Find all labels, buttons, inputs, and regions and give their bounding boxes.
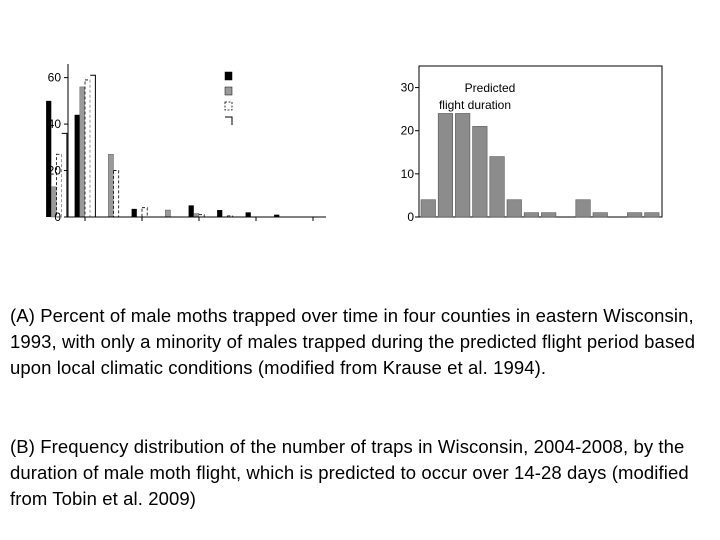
bar-traps <box>523 212 540 218</box>
caption-b: (B) Frequency distribution of the number… <box>10 436 689 509</box>
annotation-b-line1: Predicted <box>465 81 516 95</box>
bar-door <box>188 205 194 217</box>
bar-manitowoc <box>84 79 91 218</box>
bar-door <box>74 114 80 217</box>
bar-traps <box>506 199 522 218</box>
legend-swatch <box>224 86 233 96</box>
bar-outline-sheboygan <box>61 132 68 217</box>
charts-canvas: 0 20 40 60 0 10 20 30 Predicted flight duration <box>46 64 663 224</box>
y-tick-label-a: 60 <box>48 71 62 85</box>
bar-door <box>274 214 280 217</box>
bar-traps <box>644 212 660 218</box>
bar-kewaunee <box>79 86 86 218</box>
bar-door <box>46 100 52 217</box>
legend-swatch <box>224 101 233 111</box>
bar-kewaunee <box>108 154 114 218</box>
bar-manitowoc <box>141 207 148 218</box>
y-tick-label-a: 0 <box>54 210 61 224</box>
y-tick-label-a: 20 <box>48 164 62 178</box>
bar-traps <box>472 126 488 218</box>
bar-traps <box>592 212 608 218</box>
bar-traps <box>437 113 454 218</box>
bar-manitowoc <box>227 215 234 218</box>
bar-traps <box>627 212 643 218</box>
bar-door <box>131 208 137 217</box>
bar-sheboygan <box>90 75 96 218</box>
annotation-b-line2: flight duration <box>439 98 511 112</box>
bar-door <box>217 210 223 217</box>
bar-traps <box>455 113 471 218</box>
plot-area-a <box>68 66 326 217</box>
bar-door <box>245 212 251 217</box>
bar-manitowoc <box>113 170 120 218</box>
bar-kewaunee <box>193 213 200 218</box>
y-tick-label-a: 40 <box>48 117 62 131</box>
bar-traps <box>420 199 436 218</box>
bar-traps <box>541 212 557 218</box>
legend-swatch <box>225 116 233 125</box>
y-tick-label-b: 30 <box>401 81 415 95</box>
y-tick-label-b: 10 <box>401 167 415 181</box>
legend-swatch <box>224 71 233 81</box>
bar-traps <box>575 199 591 218</box>
y-tick-label-b: 20 <box>401 124 415 138</box>
bar-outline-sheboygan <box>90 74 96 217</box>
bar-traps <box>489 156 505 218</box>
y-tick-label-b: 0 <box>407 210 414 224</box>
bar-kewaunee <box>165 209 171 218</box>
bar-sheboygan <box>61 133 67 217</box>
caption-a: (A) Percent of male moths trapped over t… <box>10 305 696 378</box>
